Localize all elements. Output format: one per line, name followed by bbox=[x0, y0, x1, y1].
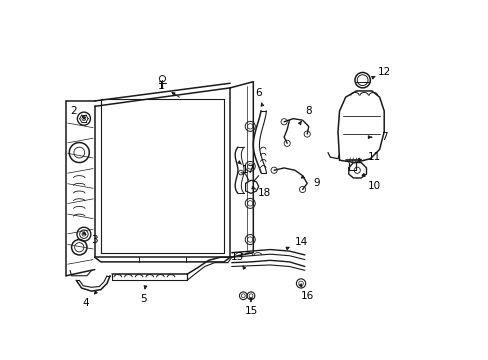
Text: 12: 12 bbox=[377, 67, 390, 77]
Text: 9: 9 bbox=[312, 178, 319, 188]
Text: 2: 2 bbox=[70, 106, 77, 116]
Text: 4: 4 bbox=[82, 298, 89, 309]
Text: 11: 11 bbox=[367, 152, 380, 162]
Text: 6: 6 bbox=[255, 88, 262, 98]
Text: 5: 5 bbox=[140, 294, 146, 304]
Text: 10: 10 bbox=[367, 181, 380, 191]
Text: 13: 13 bbox=[231, 252, 244, 262]
Text: 8: 8 bbox=[305, 106, 311, 116]
Text: 1: 1 bbox=[157, 81, 164, 91]
Text: 15: 15 bbox=[244, 306, 257, 316]
Text: 14: 14 bbox=[294, 237, 307, 247]
Text: 17: 17 bbox=[242, 165, 255, 175]
Text: 16: 16 bbox=[300, 291, 313, 301]
Text: 7: 7 bbox=[380, 132, 386, 142]
Text: 3: 3 bbox=[91, 235, 98, 244]
Text: 18: 18 bbox=[257, 188, 270, 198]
